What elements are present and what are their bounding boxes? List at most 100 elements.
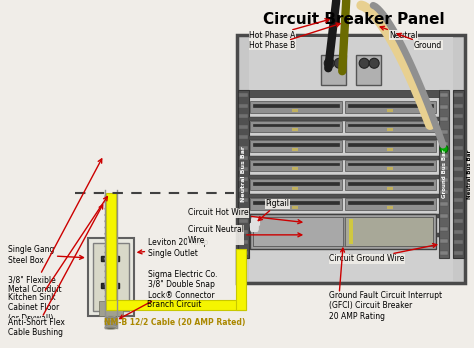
Bar [254,143,339,146]
Bar [454,125,463,129]
Bar [440,129,448,134]
Bar [292,206,298,209]
Text: Branch Circuit: Branch Circuit [147,300,202,309]
Bar [101,283,109,288]
Bar [106,300,246,310]
Bar [321,55,346,85]
Bar [292,128,298,131]
Bar [250,218,342,229]
Bar [239,146,248,150]
Bar [239,104,248,108]
Bar [254,182,339,185]
Bar [250,140,342,151]
Bar [348,240,433,243]
Bar [249,136,439,140]
Bar [348,221,433,224]
Bar [348,124,433,126]
Bar [237,35,465,283]
Bar [250,198,342,210]
Bar [387,128,392,131]
Bar [387,187,392,190]
Bar [387,226,392,229]
Bar [454,240,463,244]
Bar [349,219,353,244]
Circle shape [324,58,334,68]
Circle shape [109,244,113,248]
Text: Circuit Breaker Panel: Circuit Breaker Panel [264,13,445,27]
Bar [387,245,392,248]
Bar [239,188,248,192]
Bar [237,249,246,310]
Bar [440,227,448,231]
Bar [250,101,342,113]
Bar [345,198,436,210]
Bar [250,121,342,132]
Bar [440,214,448,219]
Circle shape [334,58,344,68]
Text: Leviton 20-Amp
Single Outlet: Leviton 20-Amp Single Outlet [138,238,208,258]
Text: Neutral Bus Bar: Neutral Bus Bar [241,146,246,202]
Bar [254,221,339,224]
Bar [440,154,448,158]
Bar [440,202,448,206]
Bar [440,251,448,255]
Bar [454,198,463,202]
Bar [292,226,298,229]
Bar [239,240,248,244]
Bar [250,237,342,249]
Bar [348,201,433,204]
Bar [238,90,249,258]
Bar [249,156,439,159]
Bar [249,214,439,218]
Bar [345,101,436,113]
Text: Hot Phase B: Hot Phase B [249,23,340,50]
Bar [345,237,436,249]
Bar [239,230,248,234]
Bar [440,105,448,109]
Bar [249,195,439,198]
Bar [292,148,298,151]
Circle shape [107,289,115,297]
Bar [113,256,118,261]
Circle shape [109,306,113,310]
Bar [249,175,439,179]
Bar [454,188,463,192]
Bar [249,234,439,237]
Bar [105,316,117,328]
Bar [387,148,392,151]
Bar [345,217,433,246]
Circle shape [107,262,115,270]
Bar [249,117,439,121]
Bar [292,187,298,190]
Text: Anti-Short Flex
Cable Bushing: Anti-Short Flex Cable Bushing [8,205,103,337]
Text: Hot Phase A: Hot Phase A [249,19,329,40]
Circle shape [369,58,379,68]
Bar [348,163,433,165]
Bar [249,37,453,281]
Bar [345,218,436,229]
Bar [345,159,436,171]
Circle shape [359,58,369,68]
Bar [239,114,248,118]
Bar [239,251,248,255]
Bar [239,209,248,213]
Bar [239,93,248,97]
Bar [254,217,343,246]
Bar [439,90,449,258]
Bar [254,217,433,246]
Bar [254,104,339,107]
Text: Ground: Ground [397,33,442,50]
Text: Ground Fault Circuit Interrupt
(GFCI) Circuit Breaker
20 AMP Rating: Ground Fault Circuit Interrupt (GFCI) Ci… [329,291,442,321]
Text: 3/8" Flexible
Metal Conduit: 3/8" Flexible Metal Conduit [8,159,102,294]
Bar [440,190,448,194]
Bar [106,193,116,310]
Bar [93,243,129,311]
Bar [454,114,463,118]
Bar [440,93,448,97]
Bar [454,167,463,171]
Bar [239,198,248,202]
Bar [254,240,339,243]
Bar [345,121,436,132]
Bar [348,143,433,146]
Bar [254,163,339,165]
